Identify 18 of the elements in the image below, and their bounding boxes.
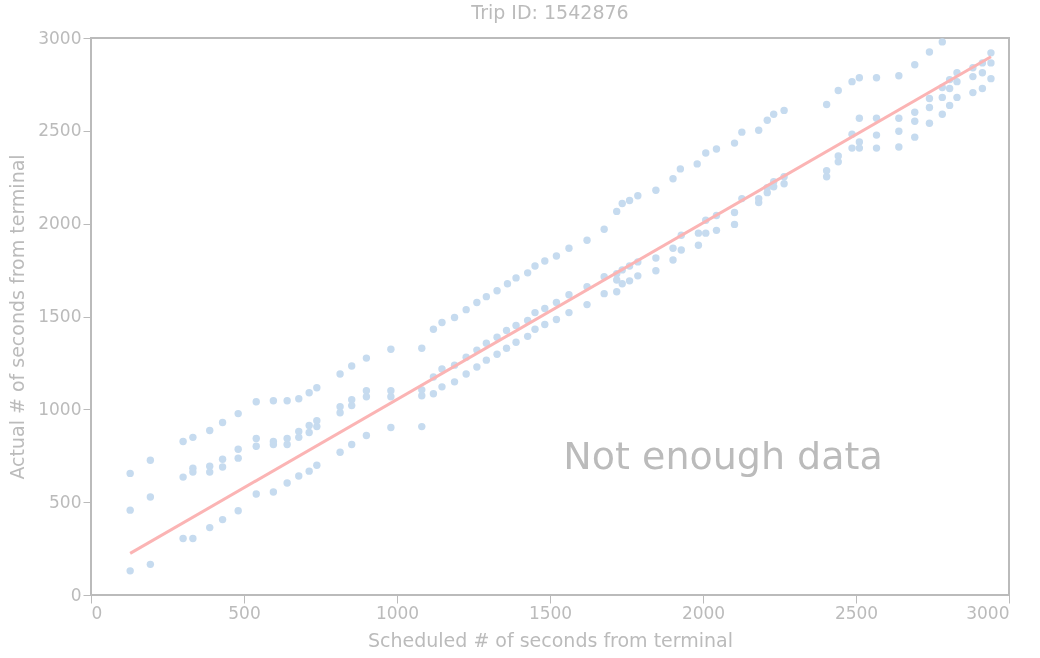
y-tick-label: 1000 — [38, 398, 82, 419]
x-tick-label: 2000 — [681, 602, 726, 623]
y-axis-title: Actual # of seconds from terminal — [6, 154, 29, 480]
y-tick-label: 2000 — [38, 213, 82, 234]
x-axis-title: Scheduled # of seconds from terminal — [367, 628, 734, 651]
x-tick-label: 1000 — [375, 602, 420, 623]
x-tick-label: 0 — [91, 602, 103, 623]
x-tick-label: 500 — [228, 602, 261, 623]
annotation: Not enough data — [563, 434, 883, 478]
y-tick-label: 0 — [70, 584, 82, 605]
y-tick-label: 2500 — [38, 120, 82, 141]
y-tick-label: 3000 — [38, 27, 82, 48]
chart-title: Trip ID: 1542876 — [470, 1, 629, 23]
y-tick-label: 500 — [49, 491, 82, 512]
y-tick-label: 1500 — [38, 306, 82, 326]
x-tick-label: 3000 — [966, 602, 1010, 623]
x-tick-label: 2500 — [834, 602, 879, 623]
x-tick-label: 1500 — [528, 602, 573, 623]
